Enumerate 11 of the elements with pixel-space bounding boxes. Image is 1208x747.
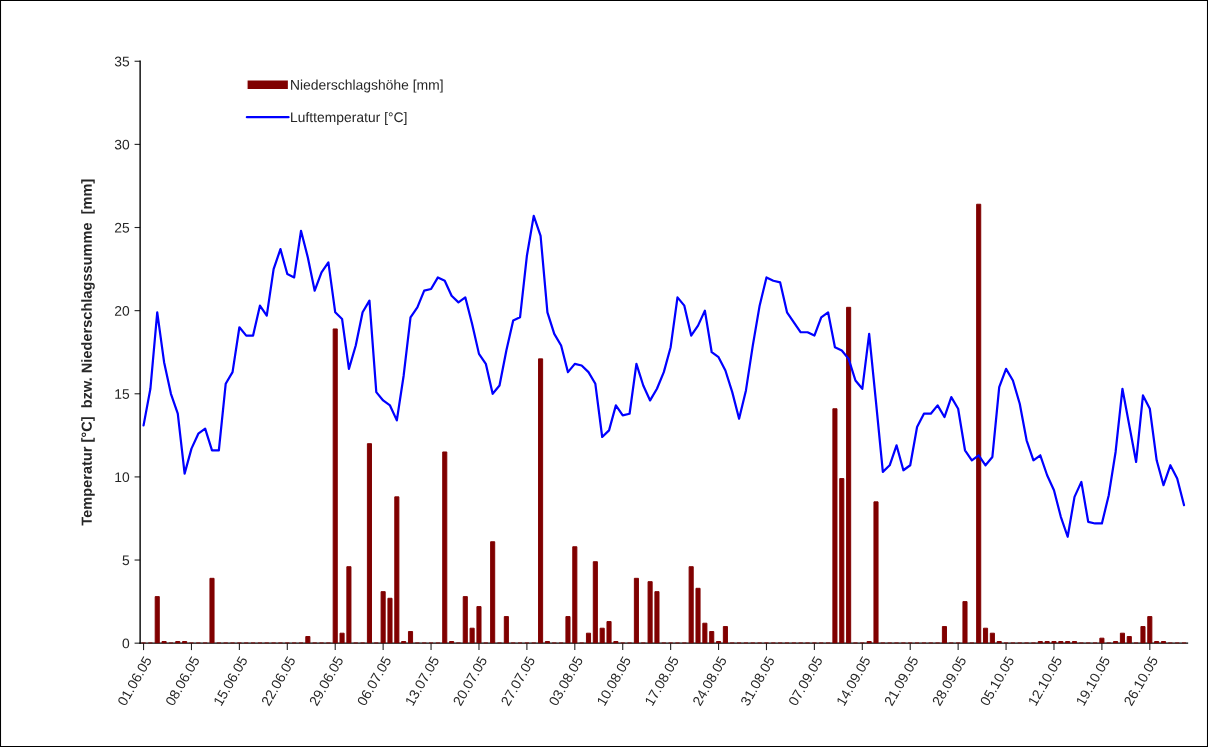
y-tick-label: 5 [122,555,130,566]
y-tick-label: 0 [122,638,130,649]
legend-label: Lufttemperatur [°C] [291,111,407,125]
y-tick-label: 30 [114,139,130,150]
y-tick-label: 20 [114,305,130,316]
legend-label: Niederschlagshöhe [mm] [291,79,443,93]
y-tick-label: 35 [114,56,130,67]
y-tick-label: 25 [114,222,130,233]
y-tick-label: 15 [115,389,130,399]
y-tick-label: 10 [115,472,130,483]
y-axis-title: Temperatur [°C] bzw. Niederschlagssumme [mm] [81,179,95,526]
